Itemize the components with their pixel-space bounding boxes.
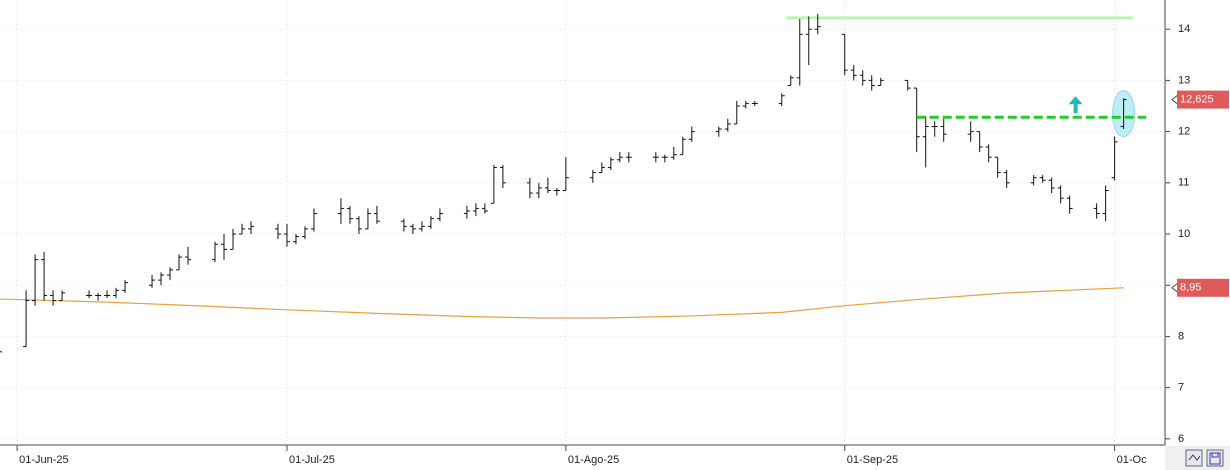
plot-area [0, 0, 1165, 445]
average-label-box [1177, 278, 1229, 297]
average-label: 8,95 [1180, 282, 1201, 294]
chart-type-icon [1188, 454, 1201, 461]
average-label-pointer [1171, 283, 1178, 293]
save-icon [1209, 452, 1221, 465]
x-tick-label: 01-Oc [1117, 454, 1147, 466]
y-tick-label: 6 [1178, 433, 1184, 445]
last-price-label-pointer [1171, 95, 1178, 104]
up-arrow [1068, 96, 1083, 114]
y-tick-label: 8 [1178, 330, 1184, 342]
last-price-label-box [1177, 90, 1229, 109]
x-tick-label: 01-Jul-25 [289, 454, 335, 466]
last-price-label: 12,625 [1180, 94, 1214, 106]
save-button[interactable] [1206, 449, 1224, 467]
x-tick-label: 01-Sep-25 [847, 454, 898, 466]
y-tick-label: 14 [1178, 23, 1190, 35]
y-tick-label: 10 [1178, 228, 1190, 240]
y-tick-label: 12 [1178, 126, 1190, 138]
y-tick-label: 13 [1178, 74, 1190, 86]
moving-average-line [0, 287, 1124, 319]
y-tick-label: 11 [1178, 177, 1189, 189]
chart-type-button[interactable] [1185, 449, 1203, 467]
x-tick-label: 01-Jun-25 [19, 454, 69, 466]
toolbar [1185, 449, 1224, 467]
x-tick-label: 01-Ago-25 [568, 454, 619, 466]
y-tick-label: 7 [1178, 382, 1184, 394]
